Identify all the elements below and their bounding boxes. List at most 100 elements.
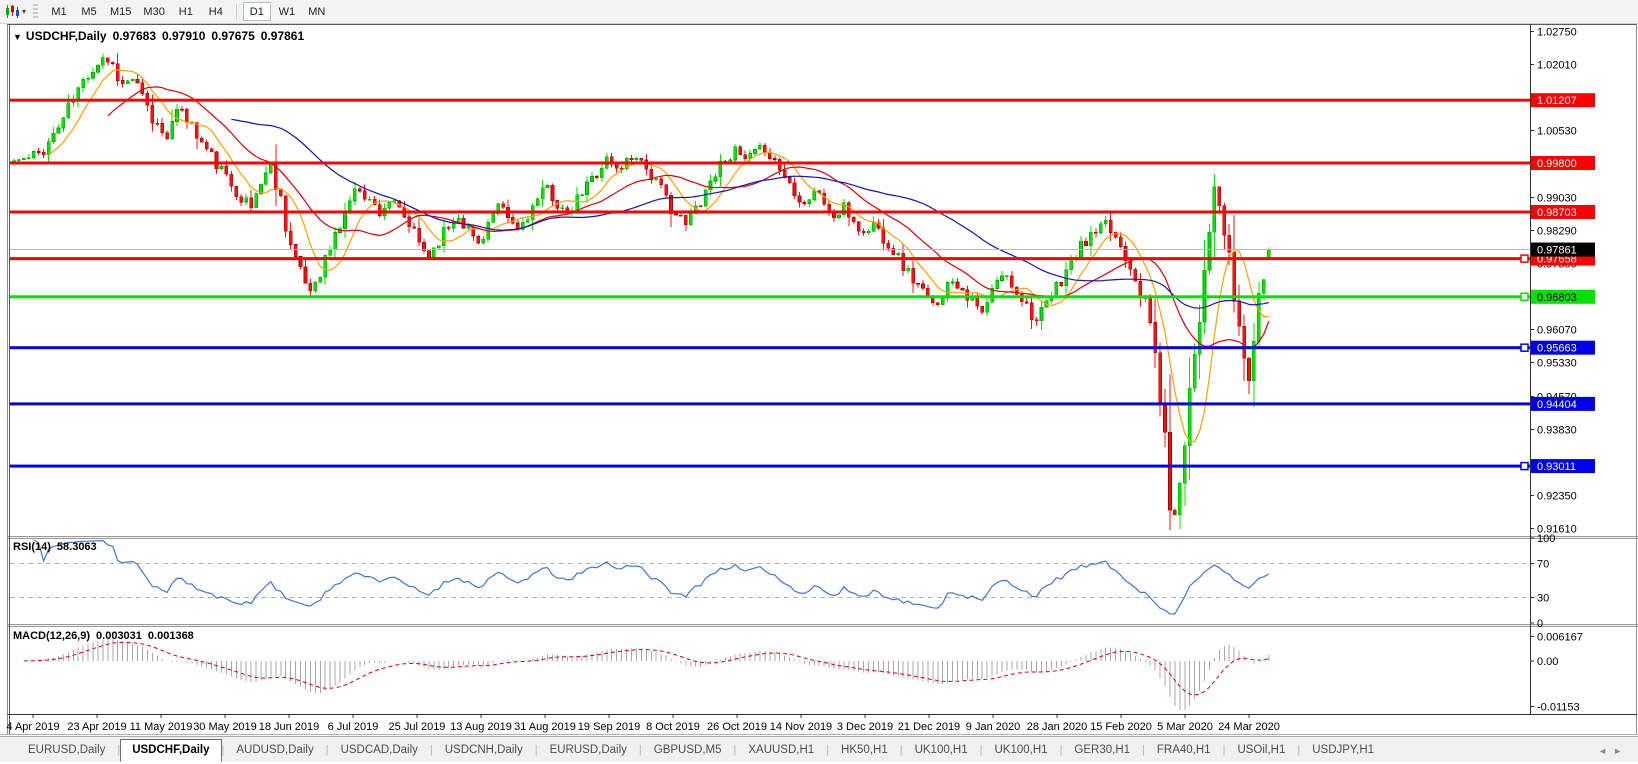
candle-body	[1089, 231, 1093, 247]
candle-body	[871, 222, 876, 232]
date-label: 14 Nov 2019	[770, 721, 832, 733]
tab-separator: |	[117, 744, 121, 756]
timeframe-button-D1[interactable]: D1	[242, 2, 271, 21]
horizontal-line-0.99800[interactable]	[10, 161, 1530, 165]
horizontal-line-0.98703[interactable]	[10, 210, 1530, 214]
date-label: 26 Oct 2019	[707, 721, 767, 733]
candle-body	[743, 154, 747, 159]
candle-body	[763, 144, 767, 153]
tab-scroll-right-icon[interactable]: ►	[1613, 746, 1628, 756]
candle-body	[1247, 358, 1251, 382]
chart-collapse-icon[interactable]: ▼	[13, 32, 22, 42]
line-marker[interactable]	[1520, 254, 1529, 263]
chart-tab-EURUSD-Daily[interactable]: EURUSD,Daily	[28, 744, 106, 756]
candle-body	[1222, 205, 1227, 236]
rsi-label: RSI(14) 58.3063	[13, 541, 103, 553]
candle-body	[303, 266, 308, 284]
candle-body	[639, 158, 644, 161]
horizontal-line-0.97658[interactable]	[10, 257, 1530, 261]
price-label-box-0.94404	[1531, 396, 1595, 411]
candle-body	[308, 283, 313, 291]
candle-body	[86, 78, 90, 80]
date-label: 19 Sep 2019	[578, 721, 640, 733]
chart-tab-EURUSD-Daily[interactable]: EURUSD,Daily	[549, 744, 627, 756]
candle-body	[1103, 220, 1108, 225]
candle-body	[1005, 275, 1009, 278]
candle-body	[298, 256, 303, 268]
tab-separator: |	[1059, 744, 1063, 756]
date-label: 21 Dec 2019	[898, 721, 960, 733]
candle-body	[525, 219, 530, 223]
chart-tab-UK100-H1[interactable]: UK100,H1	[994, 744, 1048, 756]
price-tick-label: 0.92350	[1537, 491, 1577, 503]
candle-body	[353, 188, 357, 202]
pane-separator-rsi-macd[interactable]	[7, 624, 1638, 627]
line-marker[interactable]	[1520, 461, 1529, 471]
candle-body	[540, 187, 545, 200]
chart-tab-USDCAD-Daily[interactable]: USDCAD,Daily	[340, 744, 418, 756]
line-marker[interactable]	[1520, 292, 1529, 302]
chart-tab-AUDUSD-Daily[interactable]: AUDUSD,Daily	[236, 744, 314, 756]
horizontal-line-0.95663[interactable]	[10, 346, 1530, 350]
chart-tab-HK50-H1[interactable]: HK50,H1	[841, 744, 888, 756]
pane-separator-main-rsi[interactable]	[7, 536, 1638, 539]
chart-tab-USDCHF-Daily[interactable]: USDCHF,Daily	[120, 739, 222, 762]
price-tick-label: 1.00530	[1537, 125, 1577, 137]
horizontal-line-0.93011[interactable]	[10, 464, 1530, 468]
candle-body	[130, 78, 135, 81]
candle-body	[1158, 352, 1162, 406]
toolbar-grip[interactable]	[33, 3, 39, 20]
candle-body	[629, 157, 634, 160]
chart-tab-GER30-H1[interactable]: GER30,H1	[1074, 744, 1131, 756]
macd-histogram	[23, 638, 1270, 710]
candle-body	[985, 302, 989, 313]
candle-body	[521, 222, 525, 230]
horizontal-line-0.94404[interactable]	[10, 402, 1530, 406]
chart-tab-UK100-H1[interactable]: UK100,H1	[914, 744, 968, 756]
tab-separator: |	[1222, 744, 1226, 756]
macd-axis-label: -0.01153	[1537, 702, 1580, 714]
candle-body	[886, 243, 891, 249]
candle-body	[842, 202, 846, 216]
candle-body	[293, 244, 298, 257]
timeframe-button-M1[interactable]: M1	[45, 2, 73, 21]
chart-tab-USDJPY-H1[interactable]: USDJPY,H1	[1312, 744, 1375, 756]
price-label-0.97658: 0.97658	[1537, 254, 1577, 266]
rsi-axis-label: 100	[1537, 533, 1555, 545]
timeframe-button-M5[interactable]: M5	[75, 2, 103, 21]
chart-type-button[interactable]: ▾	[1, 1, 29, 22]
candle-body	[1094, 231, 1098, 234]
rsi-axis-label: 0	[1537, 618, 1543, 630]
chart-tab-XAUUSD-H1[interactable]: XAUUSD,H1	[748, 744, 815, 756]
candle-body	[1252, 341, 1256, 382]
candle-body	[343, 210, 347, 230]
candle-body	[259, 184, 263, 195]
candle-body	[1237, 300, 1241, 327]
tab-separator: |	[429, 744, 433, 756]
chart-tab-FRA40-H1[interactable]: FRA40,H1	[1156, 744, 1211, 756]
candle-body	[313, 282, 318, 291]
candle-body	[357, 188, 362, 192]
line-marker[interactable]	[1520, 343, 1529, 352]
chart-tab-GBPUSD-M5[interactable]: GBPUSD,M5	[653, 744, 722, 756]
candle-body	[866, 230, 871, 233]
candle-body	[733, 146, 738, 161]
toolbar: ▾ M1 M5 M15 M30 H1 H4 D1 W1 MN	[0, 0, 1638, 24]
candle-body	[980, 305, 985, 313]
timeframe-button-H4[interactable]: H4	[202, 2, 230, 21]
candle-body	[111, 61, 115, 64]
tab-scroll-left-icon[interactable]: ◄	[1598, 746, 1614, 756]
timeframe-button-M15[interactable]: M15	[105, 2, 136, 21]
candle-body	[738, 146, 742, 156]
timeframe-button-H1[interactable]: H1	[172, 2, 200, 21]
chart-tab-USDCNH-Daily[interactable]: USDCNH,Daily	[444, 744, 523, 756]
horizontal-line-0.96803[interactable]	[10, 295, 1530, 299]
timeframe-button-MN[interactable]: MN	[303, 2, 331, 21]
chart-tab-USOil-H1[interactable]: USOil,H1	[1237, 744, 1286, 756]
candle-body	[1039, 306, 1044, 322]
timeframe-button-W1[interactable]: W1	[273, 2, 301, 21]
price-label-0.98703: 0.98703	[1537, 207, 1577, 219]
horizontal-line-1.01207[interactable]	[10, 98, 1530, 102]
timeframe-button-M30[interactable]: M30	[138, 2, 169, 21]
